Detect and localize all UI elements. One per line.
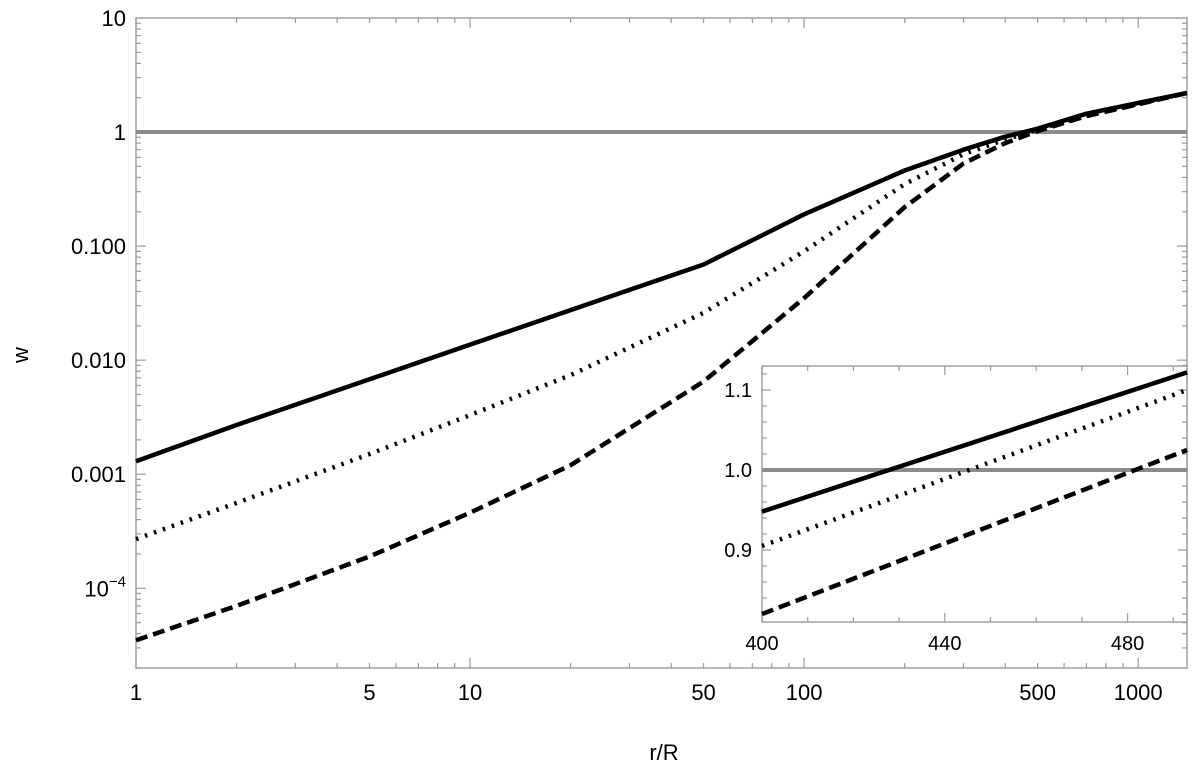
inset-frame (761, 365, 1188, 623)
inset-series-line-solid (761, 370, 1188, 514)
inset-plot: 400 440 480 0.9 1.0 1.1 (724, 365, 1188, 655)
inset-series-line-dashed (761, 447, 1188, 617)
main-plot: 1 5 10 50 100 500 1000 10−4 0.001 0.010 0.100 1 10 (71, 6, 1188, 705)
y-tick-label: 1 (114, 120, 126, 145)
y-tick-label: 10 (102, 6, 126, 31)
inset-y-tick-label: 1.1 (724, 380, 752, 402)
inset-y-tick-label: 0.9 (724, 540, 752, 562)
inset-y-tick-label: 1.0 (724, 460, 752, 482)
x-tick-label: 50 (691, 680, 715, 705)
y-tick-label: 0.010 (71, 348, 126, 373)
x-tick-label: 10 (458, 680, 482, 705)
inset-x-tick-label: 400 (745, 633, 778, 655)
inset-x-tick-label: 480 (1111, 633, 1144, 655)
y-tick-label: 10−4 (84, 573, 126, 601)
x-axis-title: r/R (649, 740, 678, 765)
x-tick-label: 500 (1019, 680, 1056, 705)
y-axis-title: w (8, 347, 33, 364)
x-tick-label: 1000 (1114, 680, 1163, 705)
plot-frame (135, 17, 1188, 669)
y-tick-label: 0.100 (71, 234, 126, 259)
x-tick-label: 5 (363, 680, 375, 705)
inset-x-tick-label: 440 (928, 633, 961, 655)
series-line-dashed (135, 90, 1188, 643)
y-tick-label: 0.001 (71, 462, 126, 487)
x-tick-label: 1 (130, 680, 142, 705)
x-tick-label: 100 (786, 680, 823, 705)
